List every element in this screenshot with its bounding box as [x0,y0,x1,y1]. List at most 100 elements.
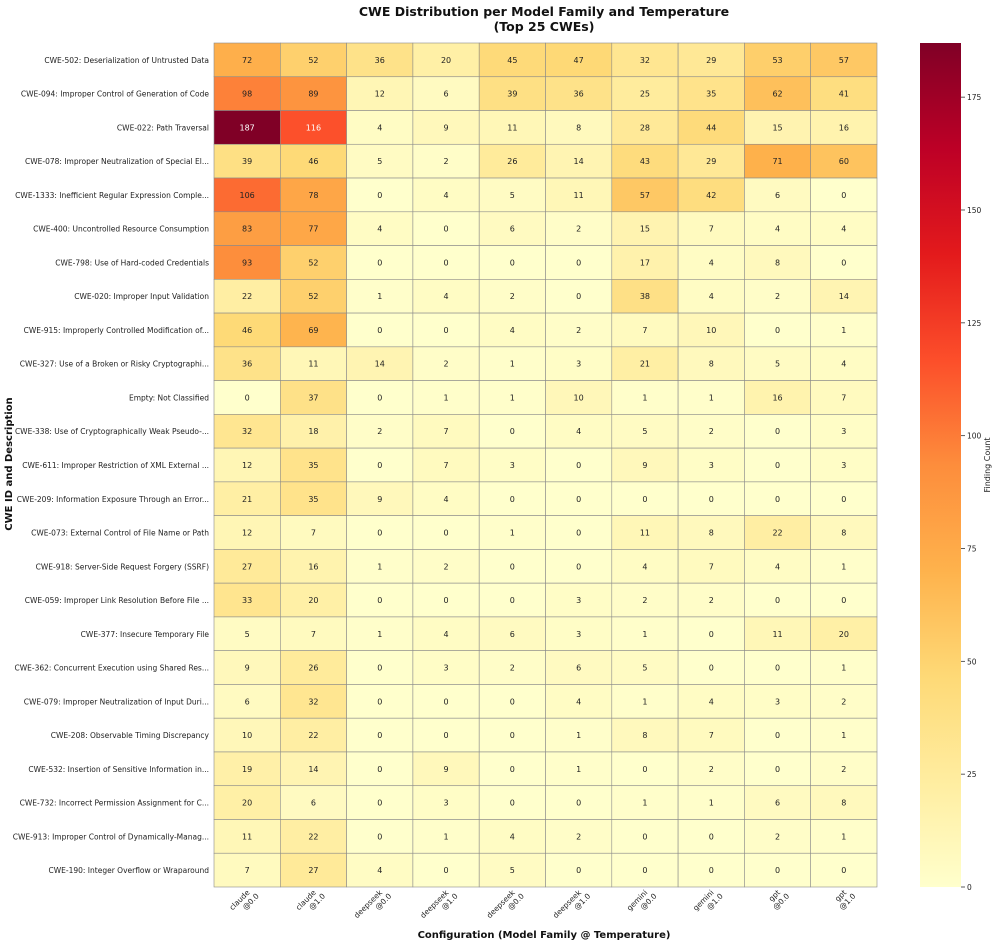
cell-value-label: 0 [709,866,714,875]
cell-value-label: 25 [640,90,650,99]
heatmap-cell [545,143,613,179]
cell-value-label: 0 [709,630,714,639]
heatmap-cell [810,346,878,381]
cell-value-label: 83 [242,225,252,234]
cell-value-label: 46 [308,157,318,166]
cell-value-label: 89 [308,90,318,99]
heatmap-cell [412,211,480,246]
y-axis-label: CWE ID and Description [4,397,15,530]
row-label: CWE-913: Improper Control of Dynamically… [13,832,209,841]
heatmap-cell [478,279,546,314]
heatmap-cell [545,245,613,280]
cell-value-label: 0 [576,461,581,470]
heatmap-cell [213,110,281,145]
heatmap-cell [545,549,613,584]
heatmap-cell [346,751,414,787]
cell-value-label: 1 [642,630,647,639]
column-label: claude@1.0 [294,888,327,912]
heatmap-cell [611,177,679,213]
cell-value-label: 9 [642,461,647,470]
cell-value-label: 2 [709,765,714,774]
cell-value-label: 0 [642,866,647,875]
cell-value-label: 6 [444,90,449,99]
heatmap-cell [677,616,745,651]
heatmap-cell [478,684,546,719]
cell-value-label: 32 [640,56,650,65]
colorbar-tick-label: 50 [967,657,977,666]
cell-value-label: 12 [242,529,252,538]
heatmap-cell [744,447,812,483]
heatmap-cell [744,76,812,111]
heatmap-cell [346,211,414,246]
cell-value-label: 2 [642,596,647,605]
heatmap-cell [346,312,414,348]
cell-value-label: 77 [308,225,318,234]
cell-value-label: 0 [642,765,647,774]
cell-value-label: 1 [642,799,647,808]
cell-value-label: 12 [375,90,385,99]
cell-value-label: 0 [377,326,382,335]
cell-value-label: 187 [240,123,255,132]
cell-value-label: 0 [576,866,581,875]
cell-value-label: 3 [576,596,581,605]
heatmap-cell [810,751,878,787]
cell-value-label: 0 [444,225,449,234]
cell-value-label: 22 [308,731,318,740]
cell-value-label: 0 [775,495,780,504]
cell-value-label: 6 [775,191,780,200]
cell-value-label: 62 [772,90,782,99]
cell-value-label: 28 [640,123,650,132]
cell-value-label: 35 [706,90,716,99]
cell-value-label: 60 [839,157,849,166]
heatmap-cell [279,76,347,111]
row-label: CWE-079: Improper Neutralization of Inpu… [24,697,209,706]
heatmap-cell [677,245,745,280]
cell-value-label: 52 [308,56,318,65]
cell-value-label: 2 [444,562,449,571]
heatmap-cell [412,481,480,516]
heatmap-cell [279,785,347,820]
heatmap-cell [810,42,878,78]
heatmap-cell [279,751,347,787]
cell-value-label: 38 [640,292,650,301]
heatmap-cell [810,245,878,280]
heatmap-cell [810,819,878,854]
column-label: gpt@1.0 [833,888,858,912]
heatmap-cell [412,549,480,584]
heatmap-cell [545,211,613,246]
cell-value-label: 71 [772,157,782,166]
cell-value-label: 36 [375,56,385,65]
column-label: claude@0.0 [228,888,261,912]
heatmap-cell [478,380,546,415]
cell-value-label: 0 [841,191,846,200]
heatmap-cell [213,42,281,78]
cell-value-label: 0 [377,596,382,605]
cell-value-label: 16 [772,393,782,402]
cell-value-label: 21 [242,495,252,504]
column-label: gpt@0.0 [767,888,792,912]
cell-value-label: 2 [841,765,846,774]
cell-value-label: 2 [444,157,449,166]
row-label: CWE-502: Deserialization of Untrusted Da… [44,56,209,65]
heatmap-cell [744,110,812,145]
cell-value-label: 37 [308,393,318,402]
cell-value-label: 4 [709,258,714,267]
cell-value-label: 41 [839,90,849,99]
column-label: gemini@1.0 [691,888,725,912]
heatmap-cell [478,110,546,145]
cell-value-label: 57 [839,56,849,65]
heatmap-cell [412,312,480,348]
cell-value-label: 8 [841,529,846,538]
cell-value-label: 2 [576,832,581,841]
heatmap-cell [545,616,613,651]
heatmap-cell [810,717,878,753]
heatmap-cell [611,852,679,888]
cell-value-label: 21 [640,360,650,369]
cell-value-label: 1 [709,799,714,808]
cell-value-label: 69 [308,326,318,335]
heatmap-cell [611,110,679,145]
cell-value-label: 1 [642,697,647,706]
cell-value-label: 32 [308,697,318,706]
cell-value-label: 7 [841,393,846,402]
cell-value-label: 0 [377,799,382,808]
